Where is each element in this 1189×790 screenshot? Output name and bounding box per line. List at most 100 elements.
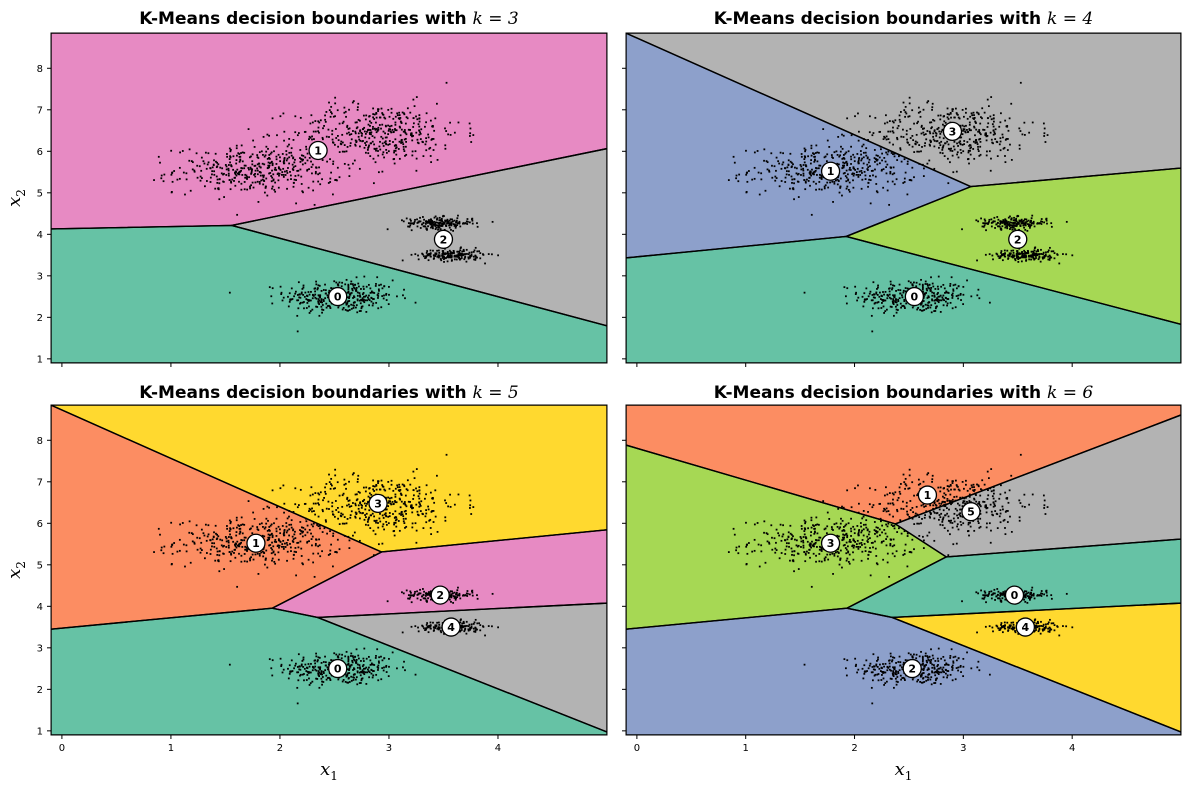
data-point — [428, 625, 430, 627]
data-point — [911, 109, 914, 112]
data-point — [377, 110, 379, 112]
data-point — [1008, 225, 1011, 227]
data-point — [884, 299, 887, 302]
data-point — [471, 591, 474, 594]
data-point — [850, 134, 853, 137]
data-point — [244, 548, 247, 551]
data-point — [251, 181, 254, 184]
data-point — [410, 222, 413, 225]
data-point — [392, 530, 395, 533]
data-point — [300, 183, 303, 185]
data-point — [875, 159, 878, 162]
data-point — [882, 186, 885, 189]
data-point — [1026, 223, 1029, 225]
data-point — [234, 172, 237, 175]
data-point — [938, 146, 940, 149]
data-point — [1029, 225, 1032, 228]
data-point — [265, 522, 268, 525]
data-point — [453, 131, 456, 134]
data-point — [932, 132, 935, 135]
data-point — [885, 172, 888, 175]
data-point — [225, 537, 228, 540]
data-point — [408, 225, 411, 228]
data-point — [398, 118, 401, 120]
data-point — [279, 169, 282, 171]
data-point — [398, 512, 401, 515]
data-point — [268, 166, 270, 169]
centroid-0: 0 — [328, 658, 348, 679]
data-point — [347, 662, 350, 665]
data-point — [935, 134, 938, 137]
data-point — [784, 176, 787, 179]
data-point — [839, 154, 842, 157]
data-point — [1031, 121, 1034, 124]
data-point — [230, 552, 232, 555]
data-point — [994, 227, 996, 229]
data-point — [452, 223, 455, 225]
data-point — [377, 667, 380, 669]
data-point — [380, 135, 383, 138]
data-point — [259, 171, 262, 174]
data-point — [265, 557, 267, 560]
data-point — [885, 135, 888, 138]
data-point — [346, 504, 348, 507]
y-tick-label: 8 — [37, 64, 43, 75]
data-point — [211, 545, 213, 548]
data-point — [458, 256, 461, 259]
data-point — [858, 130, 860, 133]
data-point — [469, 499, 472, 502]
data-point — [899, 289, 902, 292]
data-point — [223, 172, 225, 175]
data-point — [941, 147, 944, 149]
data-point — [890, 297, 892, 300]
data-point — [378, 145, 381, 148]
data-point — [364, 504, 367, 507]
data-point — [364, 295, 367, 298]
data-point — [441, 223, 444, 226]
data-point — [875, 291, 878, 294]
region-1 — [51, 33, 607, 229]
data-point — [355, 306, 357, 309]
data-point — [338, 523, 341, 525]
data-point — [860, 159, 863, 162]
data-point — [987, 223, 989, 225]
data-point — [854, 115, 856, 118]
data-point — [436, 221, 439, 224]
data-point — [338, 151, 341, 153]
data-point — [780, 180, 783, 182]
data-point — [800, 153, 803, 155]
data-point — [260, 522, 263, 525]
data-point — [377, 126, 380, 129]
data-point — [310, 166, 313, 168]
data-point — [344, 655, 347, 658]
data-point — [938, 130, 941, 133]
data-point — [766, 161, 769, 164]
data-point — [911, 145, 914, 148]
centroid-label: 0 — [911, 291, 919, 304]
data-point — [472, 623, 475, 625]
data-point — [890, 669, 892, 672]
data-point — [1001, 225, 1004, 228]
data-point — [292, 541, 295, 543]
data-point — [330, 477, 333, 480]
data-point — [355, 121, 358, 124]
data-point — [369, 527, 372, 529]
data-point — [451, 218, 453, 221]
data-point — [974, 140, 977, 142]
data-point — [302, 530, 304, 533]
data-point — [787, 159, 790, 162]
data-point — [272, 173, 275, 176]
data-point — [921, 128, 924, 130]
data-point — [914, 142, 917, 145]
data-point — [300, 547, 303, 550]
data-point — [415, 96, 418, 98]
data-point — [332, 513, 334, 516]
data-point — [356, 294, 359, 297]
data-point — [315, 677, 317, 680]
data-point — [1022, 252, 1025, 255]
data-point — [289, 174, 292, 177]
data-point — [251, 160, 254, 163]
data-point — [317, 300, 320, 303]
centroid-label: 0 — [334, 663, 342, 676]
data-point — [279, 156, 281, 159]
